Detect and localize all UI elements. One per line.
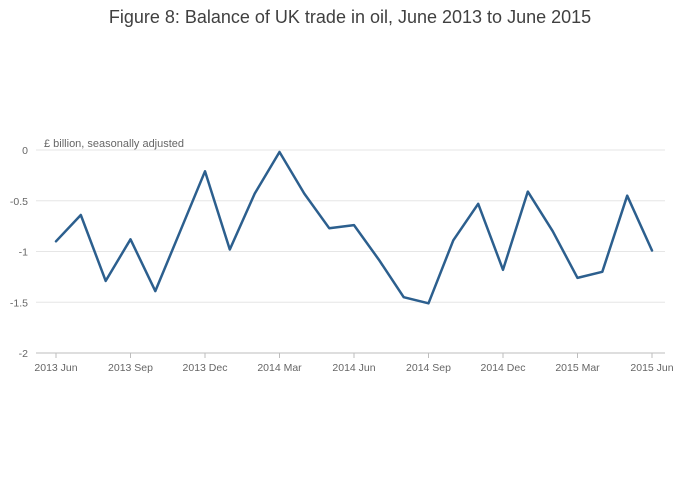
y-tick-label: -2 [19, 348, 28, 360]
series-layer [54, 150, 654, 305]
x-tick-label: 2013 Jun [34, 362, 77, 374]
chart-title: Figure 8: Balance of UK trade in oil, Ju… [108, 7, 592, 27]
x-tick-label: 2015 Mar [555, 362, 600, 374]
x-tick-label: 2013 Dec [183, 362, 228, 374]
axes: 0 -0.5 -1 -1.5 -2 2013 Jun 2013 Sep 2013 Dec 201… [10, 145, 674, 374]
x-tick-label: 2014 Sep [406, 362, 451, 374]
x-tick-label: 2014 Mar [257, 362, 302, 374]
y-tick-label: -0.5 [10, 196, 28, 208]
x-tick-label: 2015 Jun [630, 362, 673, 374]
series-line-oil-trade-balance [54, 150, 654, 305]
y-tick-label: -1.5 [10, 297, 28, 309]
x-tick-label: 2013 Sep [108, 362, 153, 374]
gridlines [36, 149, 665, 303]
y-axis-unit-label: £ billion, seasonally adjusted [44, 138, 184, 150]
y-tick-label: -1 [19, 247, 28, 259]
y-tick-label: 0 [22, 145, 28, 157]
x-tick-label: 2014 Dec [481, 362, 526, 374]
x-tick-label: 2014 Jun [332, 362, 375, 374]
